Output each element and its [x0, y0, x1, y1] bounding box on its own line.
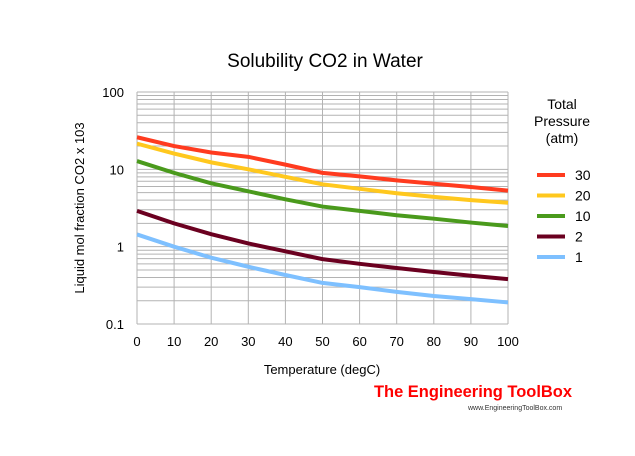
x-tick-label: 50 [315, 334, 329, 349]
legend-title-line-3: (atm) [546, 130, 579, 146]
series-line-1-atm [136, 232, 509, 305]
legend-title-line-1: Total [547, 96, 577, 112]
series-line-10-atm [136, 159, 509, 228]
x-tick-label: 90 [464, 334, 478, 349]
x-tick-label: 70 [389, 334, 403, 349]
x-tick-label: 0 [133, 334, 140, 349]
y-axis-label: Liquid mol fraction CO2 x 103 [72, 122, 87, 293]
legend-label-1: 1 [575, 249, 583, 265]
y-tick-label: 0.1 [106, 317, 124, 332]
x-tick-label: 20 [204, 334, 218, 349]
x-tick-label: 100 [497, 334, 519, 349]
y-tick-labels: 0.1 1 10 100 [102, 85, 124, 332]
y-tick-label: 10 [110, 162, 124, 177]
x-tick-label: 10 [167, 334, 181, 349]
x-tick-label: 40 [278, 334, 292, 349]
y-tick-label: 100 [102, 85, 124, 100]
x-tick-label: 30 [241, 334, 255, 349]
legend-title-line-2: Pressure [534, 113, 590, 129]
y-tick-label: 1 [117, 240, 124, 255]
series-line-20-atm [136, 141, 509, 205]
x-tick-label: 80 [427, 334, 441, 349]
legend: Total Pressure (atm) 30 20 10 2 1 [534, 96, 591, 265]
legend-label-2: 2 [575, 229, 583, 245]
x-tick-labels: 0 10 20 30 40 50 60 70 80 90 100 [133, 334, 518, 349]
legend-label-30: 30 [575, 167, 591, 183]
legend-label-10: 10 [575, 208, 591, 224]
watermark-brand: The Engineering ToolBox [374, 382, 573, 401]
watermark-url: www.EngineeringToolBox.com [467, 405, 562, 412]
x-axis-label: Temperature (degC) [264, 362, 380, 377]
series-line-2-atm [136, 209, 509, 282]
series-line-30-atm [136, 135, 509, 193]
legend-label-20: 20 [575, 188, 591, 204]
x-tick-label: 60 [352, 334, 366, 349]
series-lines [136, 135, 509, 305]
chart-title: Solubility CO2 in Water [227, 51, 423, 72]
grid [136, 91, 509, 325]
